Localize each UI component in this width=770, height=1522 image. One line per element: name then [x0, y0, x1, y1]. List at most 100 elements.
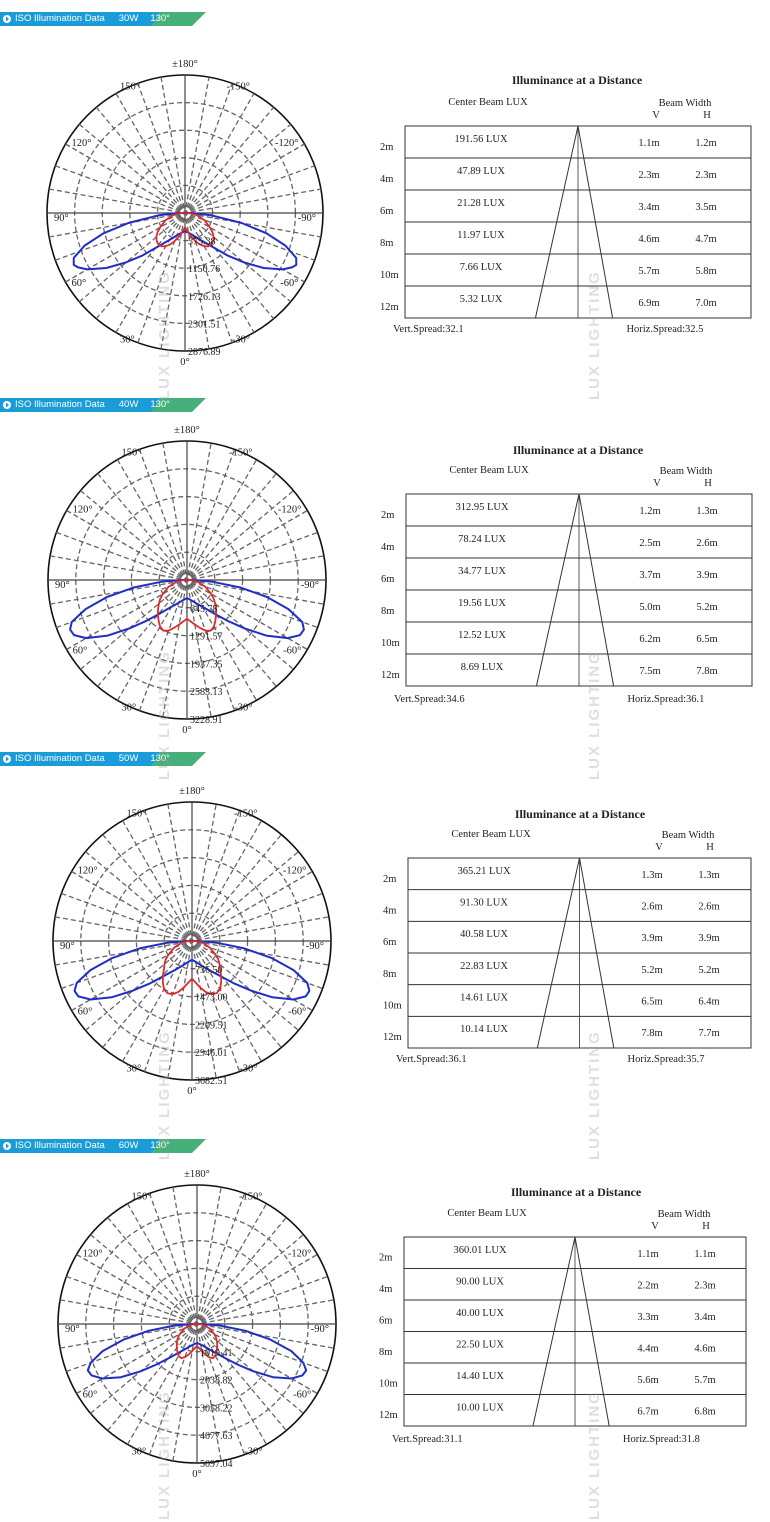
row-beam-v: 1.3m	[641, 870, 662, 881]
row-beam-v: 5.0m	[639, 602, 660, 613]
row-distance: 4m	[379, 1284, 392, 1295]
row-distance: 8m	[381, 606, 394, 617]
angle-label: 30°	[120, 335, 135, 346]
row-beam-v: 3.9m	[641, 933, 662, 944]
ring-value-label: 5097.04	[200, 1459, 233, 1470]
row-beam-h: 5.2m	[696, 602, 717, 613]
polar-intensity-chart: 575.38 1150.76 1726.13 2301.51 2876.89 ±180° -…	[46, 59, 324, 368]
angle-label: ±180°	[172, 59, 198, 70]
banner-power: 60W	[118, 1140, 139, 1151]
ring-value-label: 1726.13	[188, 292, 221, 303]
row-beam-h: 4.6m	[694, 1343, 715, 1354]
row-beam-v: 5.7m	[638, 266, 659, 277]
row-beam-v: 4.4m	[637, 1343, 658, 1354]
row-beam-h: 2.6m	[696, 538, 717, 549]
row-lux: 34.77 LUX	[458, 566, 506, 577]
polar-intensity-chart: 1019.41 2038.82 3058.22 4077.63 5097.04 ±180°…	[57, 1169, 337, 1480]
curve-c90-c270	[175, 1323, 219, 1359]
ring-value-label: 2946.01	[195, 1048, 228, 1059]
row-beam-h: 7.0m	[695, 298, 716, 309]
row-lux: 10.00 LUX	[456, 1402, 504, 1413]
table-title: Illuminance at a Distance	[514, 807, 646, 821]
polar-intensity-chart: 736.50 1473.00 2209.51 2946.01 3682.51 ±180° -…	[52, 786, 332, 1097]
angle-label: 120°	[83, 1249, 103, 1260]
vert-spread: Vert.Spread:34.6	[394, 694, 465, 705]
row-distance: 2m	[379, 1253, 392, 1264]
angle-label: ±180°	[179, 786, 205, 797]
row-distance: 10m	[381, 638, 400, 649]
ring-value-label: 4077.63	[200, 1431, 233, 1442]
beam-cone	[532, 1236, 610, 1427]
angle-label: 150°	[127, 809, 147, 820]
row-beam-v: 3.4m	[638, 202, 659, 213]
angle-label: -60°	[280, 278, 298, 289]
row-lux: 312.95 LUX	[455, 502, 508, 513]
horiz-spread: Horiz.Spread:35.7	[627, 1054, 705, 1065]
angle-label: -60°	[288, 1007, 306, 1018]
ring-value-label: 2209.51	[195, 1020, 228, 1031]
row-beam-v: 7.8m	[641, 1028, 662, 1039]
row-distance: 8m	[379, 1347, 392, 1358]
ring-value-label: 645.78	[190, 604, 218, 615]
banner-angle: 130°	[150, 399, 170, 410]
angle-label: 0°	[192, 1469, 201, 1480]
row-distance: 6m	[383, 937, 396, 948]
angle-label: 0°	[187, 1086, 196, 1097]
banner-blue-band	[0, 12, 160, 26]
row-lux: 22.50 LUX	[456, 1339, 504, 1350]
row-distance: 12m	[381, 670, 400, 681]
row-beam-h: 2.3m	[694, 1280, 715, 1291]
vert-spread: Vert.Spread:32.1	[393, 324, 464, 335]
ring-value-label: 1019.41	[200, 1348, 233, 1359]
row-distance: 12m	[383, 1032, 402, 1043]
row-beam-v: 2.2m	[637, 1280, 658, 1291]
angle-label: -90°	[306, 941, 324, 952]
row-distance: 12m	[380, 302, 399, 313]
row-beam-h: 5.7m	[694, 1375, 715, 1386]
banner-text: ISO Illumination Data 50W 130°	[15, 752, 174, 766]
row-beam-h: 6.8m	[694, 1406, 715, 1417]
row-beam-v: 6.7m	[637, 1406, 658, 1417]
ring-value-label: 3058.22	[200, 1403, 233, 1414]
header-h: H	[706, 842, 714, 853]
angle-label: -150°	[239, 1192, 262, 1203]
row-lux: 11.97 LUX	[457, 230, 505, 241]
section-banner: ISO Illumination Data 30W 130°	[0, 12, 210, 26]
row-beam-v: 7.5m	[639, 666, 660, 677]
row-beam-h: 7.8m	[696, 666, 717, 677]
row-beam-h: 2.3m	[695, 170, 716, 181]
header-v: V	[652, 110, 660, 121]
header-beam-width: Beam Width	[662, 830, 716, 841]
banner-green-band	[152, 398, 206, 412]
banner-text: ISO Illumination Data 30W 130°	[15, 12, 174, 26]
section-banner: ISO Illumination Data 50W 130°	[0, 752, 210, 766]
angle-label: 60°	[73, 646, 88, 657]
row-lux: 21.28 LUX	[457, 198, 505, 209]
angle-label: -30°	[244, 1446, 262, 1457]
banner-angle: 130°	[150, 13, 170, 24]
header-v: V	[653, 478, 661, 489]
beam-cone	[535, 493, 615, 687]
row-beam-v: 2.3m	[638, 170, 659, 181]
banner-label: ISO Illumination Data	[15, 1140, 105, 1151]
angle-label: 30°	[132, 1446, 147, 1457]
banner-blue-band	[0, 1139, 160, 1153]
horiz-spread: Horiz.Spread:31.8	[622, 1434, 700, 1445]
angle-label: 60°	[83, 1390, 98, 1401]
section-banner: ISO Illumination Data 40W 130°	[0, 398, 210, 412]
vert-spread: Vert.Spread:31.1	[392, 1434, 463, 1445]
angle-label: -30°	[234, 702, 252, 713]
row-beam-v: 4.6m	[638, 234, 659, 245]
row-beam-v: 5.2m	[641, 965, 662, 976]
row-distance: 2m	[383, 874, 396, 885]
row-distance: 4m	[383, 905, 396, 916]
ring-value-label: 1937.35	[190, 659, 223, 670]
angle-label: 120°	[78, 866, 98, 877]
ring-value-label: 575.38	[188, 237, 216, 248]
header-h: H	[703, 110, 711, 121]
angle-label: -150°	[229, 448, 252, 459]
row-beam-v: 3.7m	[639, 570, 660, 581]
section-banner: ISO Illumination Data 60W 130°	[0, 1139, 210, 1153]
angle-label: -30°	[232, 335, 250, 346]
row-beam-h: 6.5m	[696, 634, 717, 645]
